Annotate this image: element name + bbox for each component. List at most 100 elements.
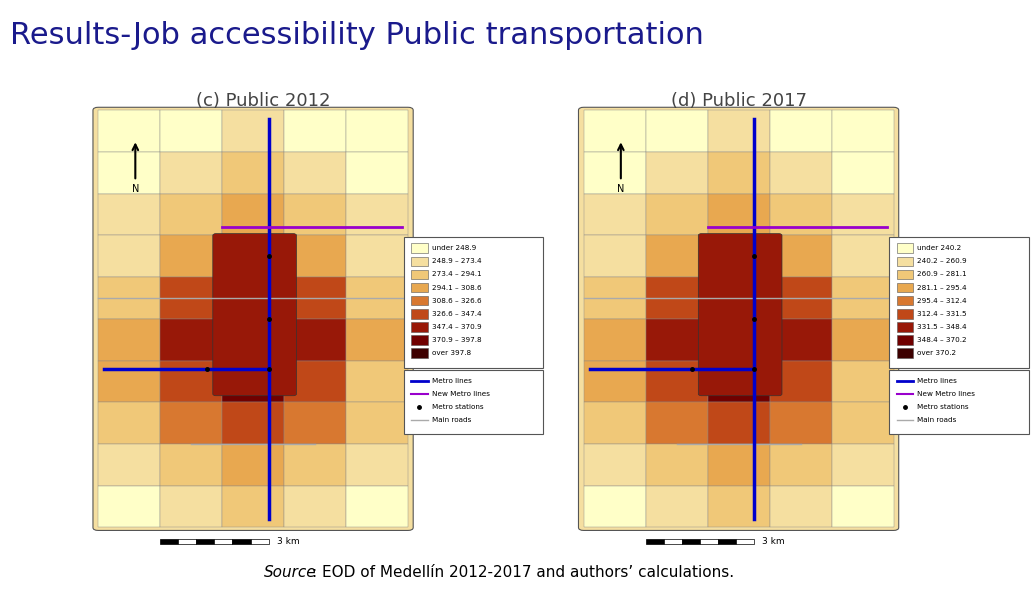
Text: 370.9 – 397.8: 370.9 – 397.8 bbox=[432, 337, 481, 343]
Bar bbox=[708, 194, 770, 235]
Bar bbox=[584, 319, 646, 361]
Bar bbox=[584, 486, 646, 527]
Bar bbox=[411, 257, 428, 266]
Bar bbox=[832, 361, 894, 402]
Bar bbox=[411, 243, 428, 253]
Bar bbox=[718, 539, 735, 544]
Bar bbox=[98, 319, 160, 361]
Text: 273.4 – 294.1: 273.4 – 294.1 bbox=[432, 271, 481, 278]
Bar bbox=[708, 235, 770, 277]
Bar bbox=[222, 110, 284, 152]
Bar bbox=[411, 283, 428, 293]
Bar bbox=[160, 152, 222, 194]
Text: 260.9 – 281.1: 260.9 – 281.1 bbox=[917, 271, 967, 278]
Text: (d) Public 2017: (d) Public 2017 bbox=[670, 92, 807, 110]
Bar bbox=[346, 444, 408, 486]
Bar bbox=[346, 110, 408, 152]
Bar bbox=[160, 319, 222, 361]
Bar bbox=[700, 539, 718, 544]
Text: under 248.9: under 248.9 bbox=[432, 245, 476, 252]
Bar bbox=[897, 348, 913, 358]
Text: 281.1 – 295.4: 281.1 – 295.4 bbox=[917, 284, 967, 291]
Bar bbox=[770, 235, 832, 277]
Bar bbox=[584, 361, 646, 402]
Bar bbox=[770, 110, 832, 152]
Bar bbox=[284, 277, 346, 319]
Bar bbox=[646, 486, 708, 527]
FancyBboxPatch shape bbox=[889, 370, 1029, 434]
Text: 240.2 – 260.9: 240.2 – 260.9 bbox=[917, 258, 967, 265]
Bar bbox=[832, 402, 894, 444]
Text: 312.4 – 331.5: 312.4 – 331.5 bbox=[917, 311, 967, 317]
Bar bbox=[346, 277, 408, 319]
Bar bbox=[897, 269, 913, 279]
Bar bbox=[646, 361, 708, 402]
Bar bbox=[897, 309, 913, 318]
Bar bbox=[284, 361, 346, 402]
Text: 326.6 – 347.4: 326.6 – 347.4 bbox=[432, 311, 481, 317]
Bar bbox=[897, 322, 913, 331]
FancyBboxPatch shape bbox=[93, 107, 413, 530]
Text: over 370.2: over 370.2 bbox=[917, 350, 957, 356]
Text: Metro lines: Metro lines bbox=[917, 377, 958, 384]
Bar bbox=[646, 444, 708, 486]
Bar bbox=[346, 235, 408, 277]
Bar bbox=[832, 194, 894, 235]
Bar bbox=[222, 361, 284, 402]
Bar bbox=[708, 444, 770, 486]
FancyBboxPatch shape bbox=[698, 234, 782, 396]
Text: 331.5 – 348.4: 331.5 – 348.4 bbox=[917, 324, 967, 330]
Bar bbox=[98, 194, 160, 235]
Bar bbox=[770, 152, 832, 194]
Bar bbox=[584, 444, 646, 486]
Bar bbox=[346, 402, 408, 444]
Bar bbox=[832, 277, 894, 319]
Bar bbox=[196, 539, 215, 544]
Bar bbox=[222, 277, 284, 319]
Bar bbox=[222, 319, 284, 361]
Bar bbox=[98, 235, 160, 277]
Text: N: N bbox=[131, 184, 139, 194]
Text: New Metro lines: New Metro lines bbox=[917, 390, 975, 397]
Bar bbox=[222, 402, 284, 444]
Bar bbox=[284, 194, 346, 235]
Bar bbox=[663, 539, 682, 544]
Bar bbox=[770, 361, 832, 402]
Bar bbox=[646, 277, 708, 319]
Text: (c) Public 2012: (c) Public 2012 bbox=[196, 92, 331, 110]
Text: N: N bbox=[617, 184, 625, 194]
Bar bbox=[346, 152, 408, 194]
Bar bbox=[646, 194, 708, 235]
Bar bbox=[646, 110, 708, 152]
Text: 347.4 – 370.9: 347.4 – 370.9 bbox=[432, 324, 481, 330]
Bar bbox=[98, 444, 160, 486]
Bar bbox=[346, 319, 408, 361]
Bar bbox=[584, 110, 646, 152]
Bar bbox=[832, 444, 894, 486]
Text: 308.6 – 326.6: 308.6 – 326.6 bbox=[432, 297, 481, 304]
Bar bbox=[250, 539, 269, 544]
FancyBboxPatch shape bbox=[404, 370, 543, 434]
Bar bbox=[160, 277, 222, 319]
Bar bbox=[284, 152, 346, 194]
Bar bbox=[770, 486, 832, 527]
Bar bbox=[411, 322, 428, 331]
Bar bbox=[584, 194, 646, 235]
Bar bbox=[770, 402, 832, 444]
Bar bbox=[411, 348, 428, 358]
Bar bbox=[708, 361, 770, 402]
Bar bbox=[160, 539, 179, 544]
Text: 3 km: 3 km bbox=[277, 537, 300, 547]
Bar bbox=[770, 277, 832, 319]
Bar bbox=[646, 152, 708, 194]
Bar bbox=[897, 243, 913, 253]
Bar bbox=[346, 486, 408, 527]
Text: Main roads: Main roads bbox=[432, 417, 471, 423]
Text: 295.4 – 312.4: 295.4 – 312.4 bbox=[917, 297, 967, 304]
Bar bbox=[284, 319, 346, 361]
Text: : EOD of Medellín 2012-2017 and authors’ calculations.: : EOD of Medellín 2012-2017 and authors’… bbox=[312, 565, 734, 580]
Bar bbox=[770, 319, 832, 361]
Bar bbox=[735, 539, 754, 544]
Text: 248.9 – 273.4: 248.9 – 273.4 bbox=[432, 258, 481, 265]
Text: under 240.2: under 240.2 bbox=[917, 245, 962, 252]
